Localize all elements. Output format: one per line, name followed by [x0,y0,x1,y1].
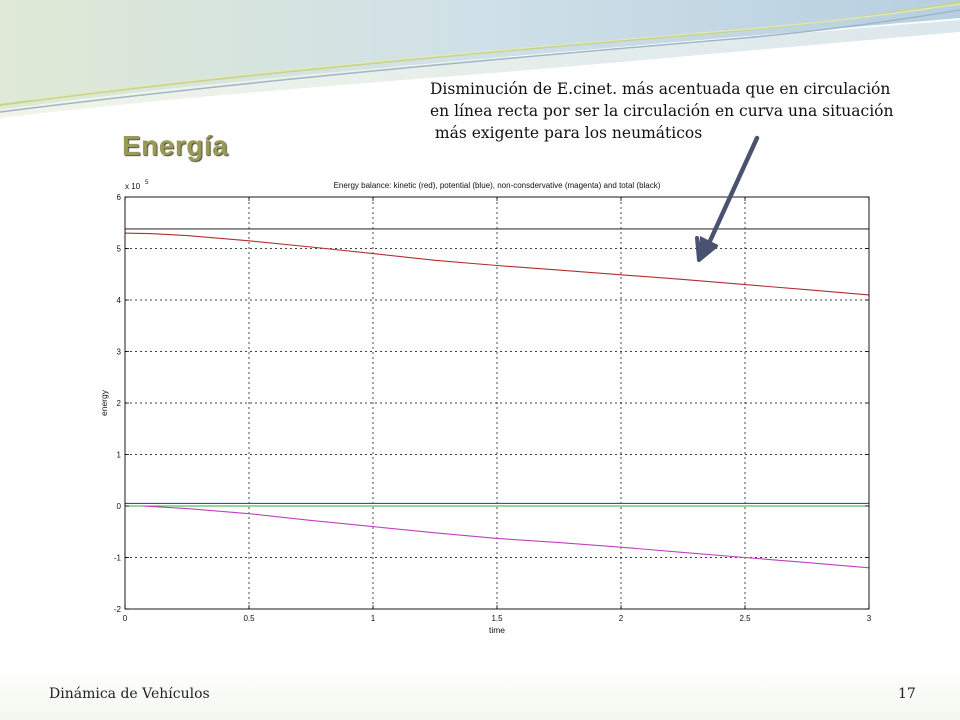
x-tick-label: 3 [867,614,872,623]
page-number: 17 [898,686,916,702]
y-tick-label: 1 [117,451,122,460]
energy-balance-chart: 0 0.5 1 1.5 2 2.5 3 -2 -1 0 1 2 3 4 5 6x 10 5 Energy bala… [99,180,872,635]
x-tick-label: 0.5 [243,614,255,623]
x-tick-label: 1 [371,614,376,623]
slide-title: Energía [122,130,229,161]
annotation-line: más exigente para los neumáticos [430,124,703,142]
y-exponent-label: 5 [145,180,149,186]
y-tick-label: 2 [117,399,122,408]
y-multiplier-label: x 10 [125,182,141,191]
x-tick-label: 2.5 [739,614,751,623]
series-kinetic-line [124,232,870,296]
series-non-conservative-line [142,505,870,569]
y-tick-label: -1 [114,554,122,563]
x-tick-label: 1.5 [491,614,503,623]
y-tick-label: 6 [117,193,122,202]
footer-course-name: Dinámica de Vehículos [49,686,210,702]
annotation-line: Disminución de E.cinet. más acentuada qu… [430,80,891,98]
y-tick-label: 5 [117,245,122,254]
y-tick-label: -2 [114,605,122,614]
y-tick-label: 4 [117,296,122,305]
footer-band [0,666,960,720]
annotation-text: Disminución de E.cinet. más acentuada qu… [430,78,930,144]
header-swoosh-decoration [0,0,960,118]
y-axis-label: energy [99,389,109,416]
x-tick-label: 2 [619,614,624,623]
y-tick-label: 3 [117,348,122,357]
x-tick-label: 0 [123,614,128,623]
y-tick-label: 0 [117,502,122,511]
chart-title: Energy balance: kinetic (red), potential… [334,181,661,190]
x-axis-label: time [489,625,505,635]
annotation-line: en línea recta por ser la circulación en… [430,102,894,120]
